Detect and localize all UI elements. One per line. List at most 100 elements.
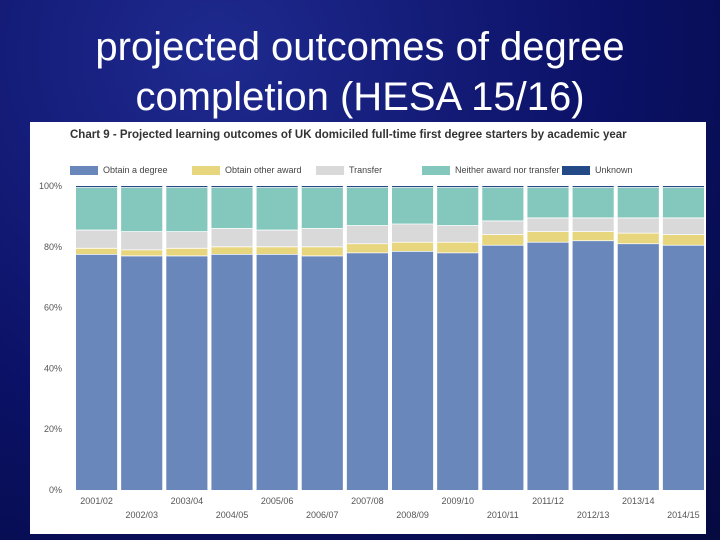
bar-segment <box>482 234 524 246</box>
chart-panel: Chart 9 - Projected learning outcomes of… <box>30 122 706 534</box>
bar-segment <box>572 240 614 490</box>
bar-segment <box>166 187 208 232</box>
x-tick-label: 2003/04 <box>171 496 204 506</box>
x-tick-label: 2011/12 <box>532 496 564 506</box>
x-tick-label: 2002/03 <box>125 510 158 520</box>
bar-segment <box>572 217 614 232</box>
x-tick-label: 2005/06 <box>261 496 294 506</box>
legend-label: Neither award nor transfer <box>455 165 560 175</box>
bar-segment <box>301 246 343 256</box>
bar-segment <box>76 230 118 249</box>
bar-segment <box>301 228 343 247</box>
bar-segment <box>166 186 208 188</box>
bar-segment <box>76 187 118 231</box>
bar-segment <box>482 245 524 490</box>
bar-segment <box>437 252 479 490</box>
bar-segment <box>346 243 388 253</box>
legend-swatch <box>70 166 98 175</box>
legend-label: Unknown <box>595 165 633 175</box>
bar-segment <box>121 255 163 490</box>
bar-segment <box>346 186 388 188</box>
legend-swatch <box>316 166 344 175</box>
y-tick-label: 20% <box>44 424 62 434</box>
bar-segment <box>256 186 298 188</box>
chart-title: Chart 9 - Projected learning outcomes of… <box>70 129 627 141</box>
bar-segment <box>166 255 208 490</box>
bar-segment <box>211 186 253 188</box>
bar-segment <box>482 186 524 188</box>
bar-segment <box>662 217 704 235</box>
bar-segment <box>76 248 118 255</box>
bar-segment <box>256 254 298 490</box>
stacked-bar-chart: 0% 20% 40% 60% 80% 100% 2001/02 2002/03 2003/04 2… <box>39 181 704 520</box>
legend-label: Obtain a degree <box>103 165 168 175</box>
bar-segment <box>256 187 298 231</box>
y-tick-label: 80% <box>44 242 62 252</box>
bar-segment <box>617 233 659 244</box>
x-tick-label: 2001/02 <box>80 496 113 506</box>
x-tick-label: 2008/09 <box>396 510 429 520</box>
bar-segment <box>392 242 434 252</box>
bar-segment <box>301 255 343 490</box>
bar-segment <box>482 220 524 235</box>
bar-segment <box>617 187 659 218</box>
bar-segment <box>662 234 704 246</box>
legend-label: Transfer <box>349 165 383 175</box>
y-tick-label: 100% <box>39 181 62 191</box>
slide-title-line-2: completion (HESA 15/16) <box>135 75 585 119</box>
bar-segment <box>572 231 614 241</box>
bar-segment <box>617 243 659 490</box>
bar-segment <box>662 245 704 490</box>
legend-swatch <box>422 166 450 175</box>
bar-segment <box>76 254 118 490</box>
bar-segment <box>617 186 659 188</box>
bar-segment <box>346 252 388 490</box>
bar-segment <box>437 186 479 188</box>
bar-segment <box>211 254 253 490</box>
x-tick-label: 2007/08 <box>351 496 384 506</box>
bar-segment <box>121 187 163 232</box>
x-tick-label: 2012/13 <box>577 510 610 520</box>
bar-segment <box>572 186 614 188</box>
bar-segment <box>527 187 569 218</box>
bar-segment <box>346 187 388 226</box>
bar-segment <box>166 248 208 256</box>
legend-swatch <box>192 166 220 175</box>
bar-segment <box>392 224 434 243</box>
bar-segment <box>482 187 524 221</box>
bar-segment <box>437 225 479 243</box>
bar-segment <box>256 246 298 255</box>
y-tick-label: 0% <box>49 485 62 495</box>
bar-segment <box>211 228 253 247</box>
bar-segment <box>662 187 704 218</box>
bar-segment <box>527 242 569 490</box>
x-tick-label: 2013/14 <box>622 496 655 506</box>
bar-segment <box>392 251 434 490</box>
bar-segment <box>76 186 118 188</box>
bar-segment <box>437 187 479 226</box>
bar-segment <box>166 231 208 249</box>
bar-segment <box>527 186 569 188</box>
y-tick-label: 60% <box>44 303 62 313</box>
bar-segment <box>572 187 614 218</box>
bar-segment <box>346 225 388 244</box>
bar-segment <box>256 230 298 247</box>
bar-segment <box>301 187 343 229</box>
bar-segment <box>121 186 163 188</box>
bar-segment <box>527 217 569 232</box>
bar-segment <box>437 242 479 253</box>
x-tick-label: 2010/11 <box>487 510 519 520</box>
bar-segment <box>121 231 163 250</box>
bar-segment <box>211 246 253 255</box>
bar-segment <box>617 217 659 234</box>
bar-segment <box>392 187 434 224</box>
bar-segment <box>121 249 163 256</box>
x-tick-label: 2009/10 <box>441 496 474 506</box>
y-tick-label: 40% <box>44 363 62 373</box>
x-tick-label: 2014/15 <box>667 510 700 520</box>
legend-label: Obtain other award <box>225 165 302 175</box>
x-tick-label: 2004/05 <box>216 510 249 520</box>
x-tick-label: 2006/07 <box>306 510 339 520</box>
legend-swatch <box>562 166 590 175</box>
bar-segment <box>527 231 569 243</box>
